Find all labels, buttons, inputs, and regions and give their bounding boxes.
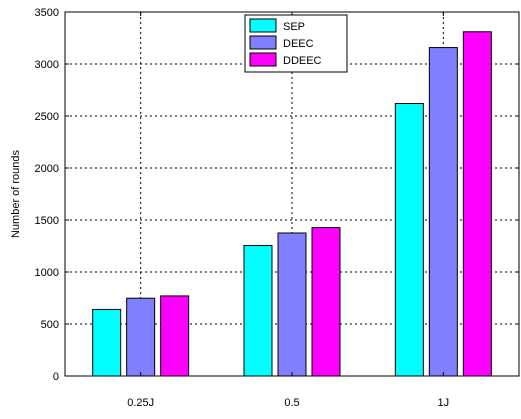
y-tick-label: 1000	[35, 267, 59, 279]
y-tick-label: 0	[53, 371, 59, 383]
bar-sep-2	[243, 244, 273, 377]
bar-deec-1	[126, 297, 156, 377]
y-tick-label: 1500	[35, 215, 59, 227]
bar-ddeec-3	[462, 31, 492, 377]
legend: SEP DEEC DDEEC	[244, 14, 348, 73]
x-tick-label: 0.5	[284, 397, 299, 409]
y-tick-label: 3000	[35, 59, 59, 71]
bar-ddeec-2	[311, 227, 341, 377]
y-tick-label: 2500	[35, 111, 59, 123]
legend-swatch-ddeec	[249, 52, 277, 67]
bar-sep-3	[394, 103, 424, 377]
x-tick-label: 1J	[438, 397, 450, 409]
axes: 0 500 1000 1500 2000 2500 3000 3500 0.25J 0.5 1J	[35, 7, 519, 409]
bar-deec-3	[428, 47, 458, 377]
bar-ddeec-1	[160, 295, 190, 377]
legend-swatch-deec	[249, 35, 277, 50]
legend-label-sep: SEP	[283, 21, 305, 33]
x-tick-label: 0.25J	[127, 397, 154, 409]
legend-label-ddeec: DDEEC	[283, 55, 322, 67]
y-tick-label: 2000	[35, 163, 59, 175]
bar-sep-1	[92, 308, 122, 377]
bar-deec-2	[277, 232, 307, 377]
y-tick-label: 500	[41, 319, 59, 331]
bars	[92, 31, 492, 377]
legend-swatch-sep	[249, 18, 277, 33]
y-axis-label: Number of rounds	[10, 149, 22, 238]
legend-label-deec: DEEC	[283, 38, 314, 50]
y-tick-label: 3500	[35, 7, 59, 19]
